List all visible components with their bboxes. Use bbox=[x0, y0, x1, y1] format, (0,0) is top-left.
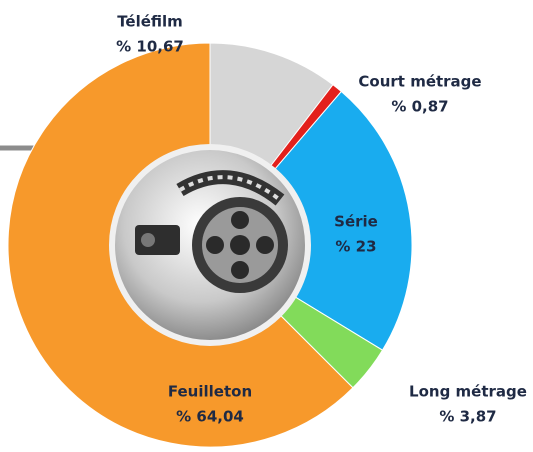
slice-label: Long métrage bbox=[409, 383, 527, 401]
slice-label: Téléfilm bbox=[117, 13, 183, 31]
labels: Téléfilm % 10,67 Court métrage % 0,87 Série%… bbox=[116, 13, 527, 426]
slices bbox=[7, 42, 413, 448]
value-label: % 0,87 bbox=[391, 98, 448, 116]
slice-label: Court métrage bbox=[358, 73, 481, 91]
value-label: % 3,87 bbox=[439, 408, 496, 426]
value-label: % 23 bbox=[335, 238, 376, 256]
value-label: % 64,04 bbox=[176, 408, 244, 426]
value-label: % 10,67 bbox=[116, 38, 184, 56]
center-image bbox=[109, 144, 311, 346]
slice-label: Feuilleton bbox=[168, 383, 252, 401]
slice-label: Série bbox=[334, 213, 378, 231]
